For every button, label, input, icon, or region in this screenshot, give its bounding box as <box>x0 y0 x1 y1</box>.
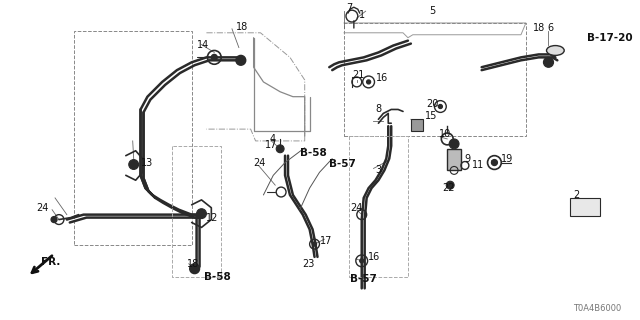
Text: 20: 20 <box>427 99 439 108</box>
Text: 21: 21 <box>352 70 364 80</box>
Text: B-58: B-58 <box>204 272 231 282</box>
Text: 24: 24 <box>253 157 266 168</box>
Circle shape <box>276 145 284 153</box>
Circle shape <box>438 105 442 108</box>
Text: 9: 9 <box>464 154 470 164</box>
Text: 23: 23 <box>303 259 315 269</box>
Text: 1: 1 <box>359 10 365 20</box>
Text: 18: 18 <box>533 23 545 33</box>
Text: 8: 8 <box>376 104 381 115</box>
Circle shape <box>446 181 454 189</box>
Text: B-57: B-57 <box>350 274 377 284</box>
Text: T0A4B6000: T0A4B6000 <box>573 303 621 313</box>
Text: 16: 16 <box>376 73 388 83</box>
Text: 6: 6 <box>547 23 554 33</box>
Circle shape <box>236 55 246 65</box>
Text: B-57: B-57 <box>330 158 356 169</box>
Text: 7: 7 <box>346 3 352 13</box>
Text: 22: 22 <box>442 183 455 193</box>
Text: 24: 24 <box>36 203 49 213</box>
Text: 4: 4 <box>269 134 275 144</box>
Text: 15: 15 <box>424 111 437 121</box>
Text: 10: 10 <box>440 129 452 139</box>
Text: 18: 18 <box>236 22 248 32</box>
Circle shape <box>449 139 459 149</box>
Bar <box>447 149 461 171</box>
Ellipse shape <box>547 45 564 55</box>
Text: FR.: FR. <box>42 257 61 267</box>
Text: B-58: B-58 <box>300 148 326 158</box>
Text: 11: 11 <box>472 161 484 171</box>
Circle shape <box>51 217 57 222</box>
Circle shape <box>211 54 217 60</box>
Circle shape <box>129 160 139 169</box>
Text: 24: 24 <box>350 203 362 213</box>
Text: 13: 13 <box>141 157 153 168</box>
Text: 12: 12 <box>207 212 219 223</box>
Text: 18: 18 <box>187 259 199 269</box>
Bar <box>411 119 422 131</box>
Text: 14: 14 <box>196 40 209 50</box>
Bar <box>344 23 526 136</box>
Bar <box>74 31 191 245</box>
Text: 2: 2 <box>573 190 579 200</box>
Text: 16: 16 <box>367 252 380 262</box>
Circle shape <box>367 80 371 84</box>
Circle shape <box>360 259 364 263</box>
Text: 3: 3 <box>376 165 381 175</box>
Text: 5: 5 <box>429 6 436 16</box>
Text: 17: 17 <box>319 236 332 246</box>
Text: 17: 17 <box>266 140 278 150</box>
Circle shape <box>543 57 554 67</box>
Circle shape <box>196 209 207 219</box>
Circle shape <box>189 264 200 274</box>
Circle shape <box>312 242 317 246</box>
Bar <box>570 198 600 216</box>
Text: B-17-20: B-17-20 <box>587 33 632 43</box>
Circle shape <box>492 160 497 165</box>
Text: 19: 19 <box>501 154 513 164</box>
